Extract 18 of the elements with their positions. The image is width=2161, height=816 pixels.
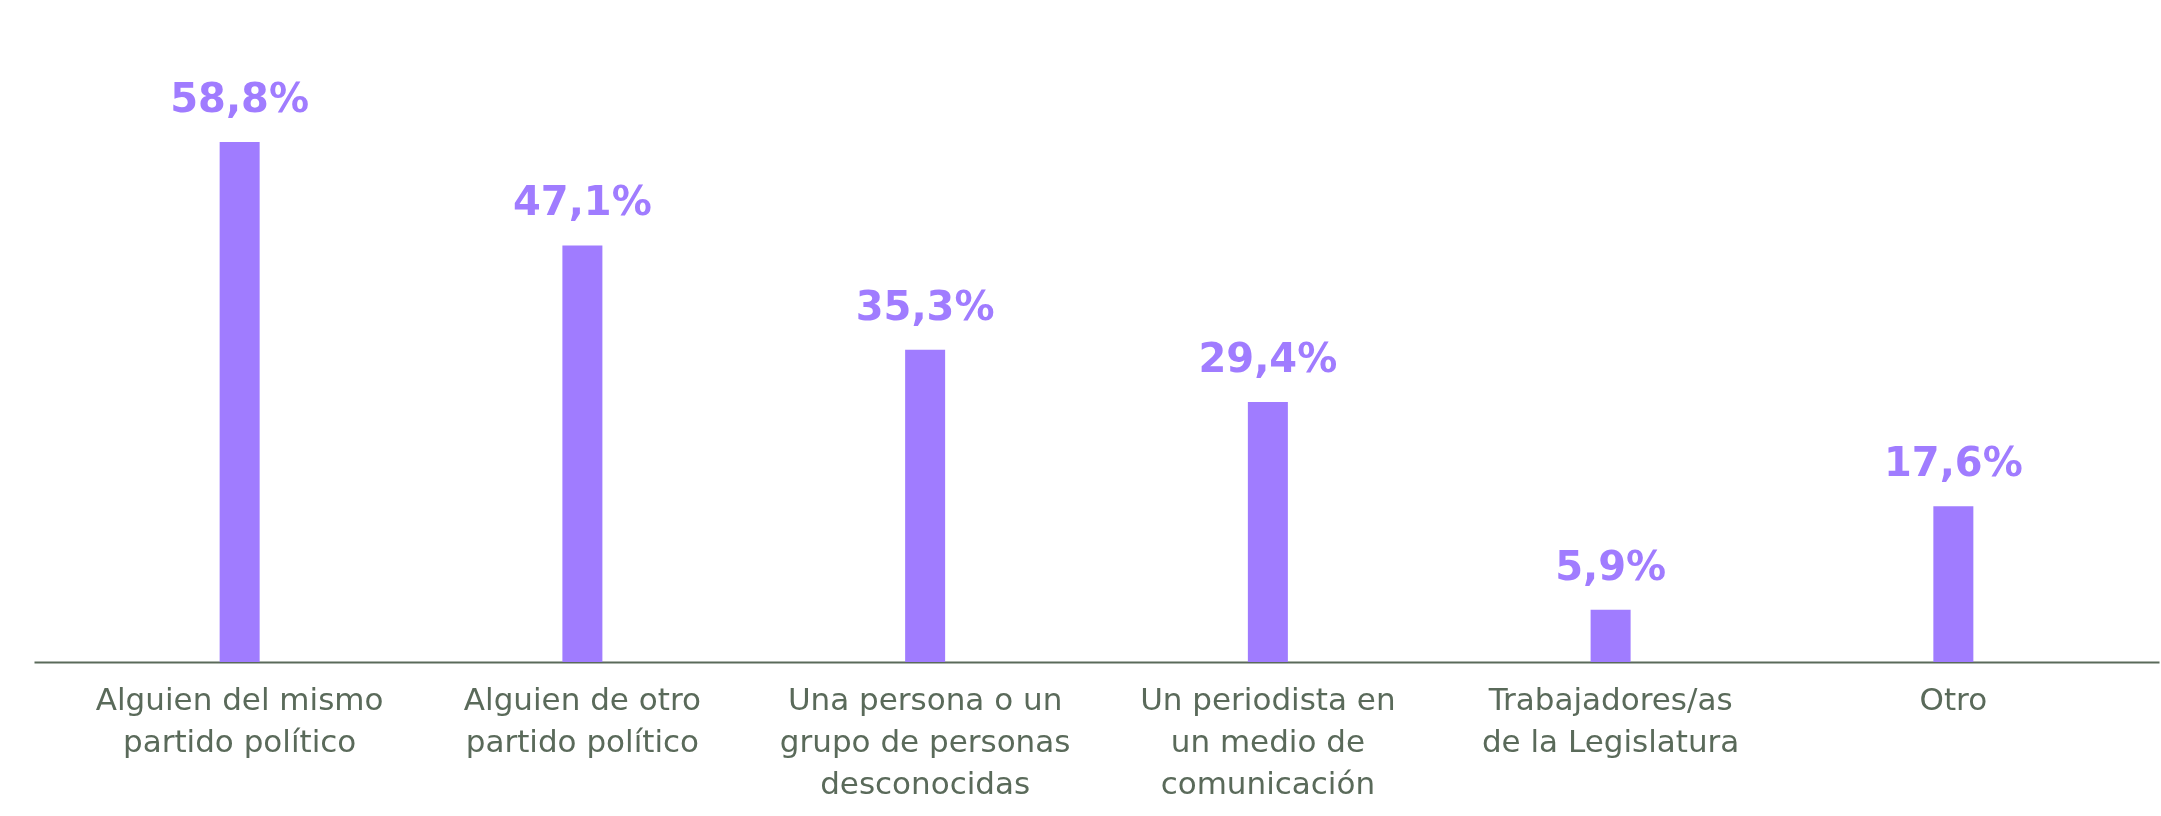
data-label: 35,3% — [855, 282, 995, 329]
x-tick-label: Otro — [1919, 681, 1988, 717]
data-label: 47,1% — [513, 178, 652, 225]
data-label: 17,6% — [1883, 439, 2023, 486]
bar — [1933, 506, 1974, 662]
bar — [562, 245, 603, 662]
data-label: 5,9% — [1555, 542, 1667, 589]
x-tick-label: Alguien del mismo partido político — [95, 681, 384, 759]
bar — [1590, 609, 1631, 662]
data-label: 58,8% — [170, 75, 310, 121]
bar — [905, 349, 946, 662]
x-tick-label: Alguien de otro partido político — [463, 681, 701, 759]
bar — [219, 142, 260, 662]
data-label: 29,4% — [1198, 335, 1338, 381]
x-tick-label: Trabajadores/as de la Legislatura — [1481, 681, 1740, 759]
x-tick-label: Un periodista en un medio de comunicación — [1140, 681, 1396, 801]
bar — [1247, 402, 1288, 662]
x-tick-label: Una persona o un grupo de personas desconocidas — [779, 681, 1071, 801]
